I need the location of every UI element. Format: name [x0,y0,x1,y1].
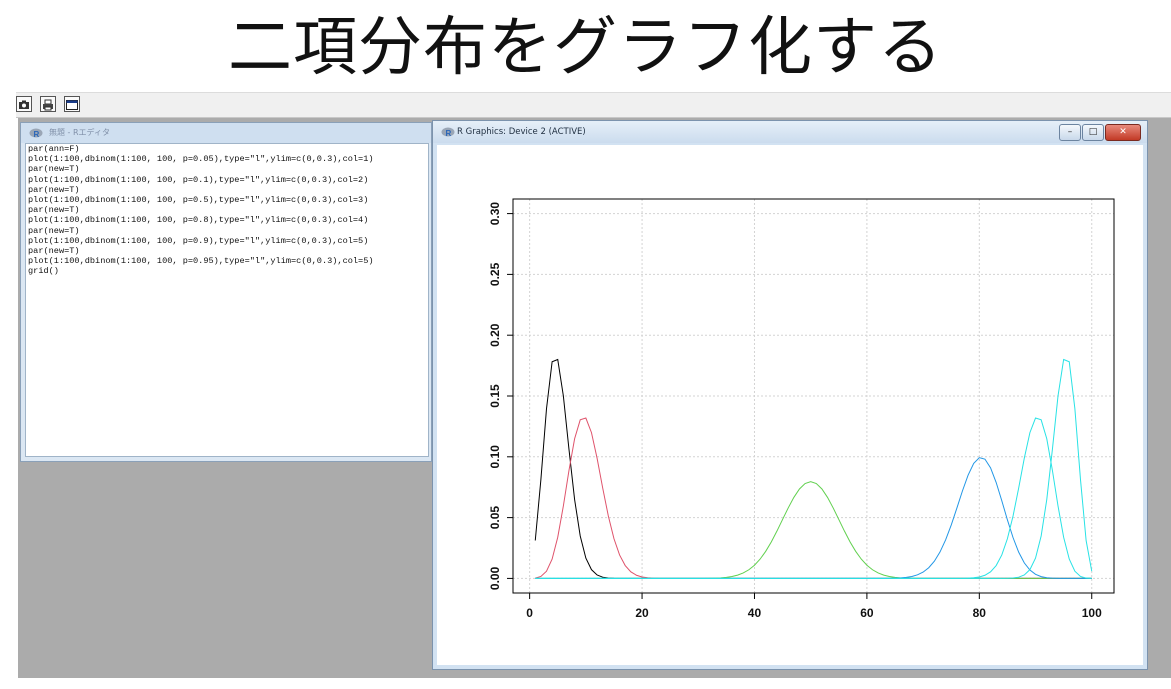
graphics-window[interactable]: R R Graphics: Device 2 (ACTIVE) – □ ✕ 0 20 4… [432,120,1148,670]
x-tick-label: 40 [748,606,762,620]
slide-title: 二項分布をグラフ化する [228,11,943,85]
code-line: par(new=T) [28,205,80,216]
series-line-p0_5 [535,481,1092,579]
svg-text:R: R [34,130,40,139]
window-icon[interactable] [64,96,80,112]
maximize-button[interactable]: □ [1082,124,1104,141]
editor-title: 無題 - Rエディタ [49,128,110,137]
minimize-icon: – [1067,127,1073,137]
x-tick-label: 20 [635,606,649,620]
y-tick-label: 0.25 [488,262,502,286]
graphics-window-title: R Graphics: Device 2 (ACTIVE) [457,127,586,137]
code-line: plot(1:100,dbinom(1:100, 100, p=0.95),ty… [28,256,374,267]
r-logo-icon: R [441,127,455,138]
series-line-p0_05 [534,358,1092,579]
x-tick-label: 0 [526,606,533,620]
x-tick-label: 100 [1082,606,1102,620]
x-tick-label: 80 [973,606,987,620]
close-button[interactable]: ✕ [1105,124,1141,141]
editor-title-bar[interactable]: R 無題 - Rエディタ [21,123,431,143]
printer-icon[interactable] [40,96,56,112]
code-line: grid() [28,266,59,277]
y-tick-label: 0.30 [488,202,502,226]
code-line: plot(1:100,dbinom(1:100, 100, p=0.8),typ… [28,215,369,226]
series-line-p0_1 [535,417,1092,579]
code-line: par(new=T) [28,246,80,257]
code-editor[interactable]: par(ann=F) plot(1:100,dbinom(1:100, 100, … [25,143,429,457]
code-line: par(new=T) [28,184,80,195]
code-line: par(new=T) [28,164,80,175]
svg-text:R: R [446,129,452,138]
y-tick-label: 0.20 [488,323,502,347]
code-line: plot(1:100,dbinom(1:100, 100, p=0.1),typ… [28,174,369,185]
camera-icon[interactable] [16,96,32,112]
y-tick-label: 0.15 [488,384,502,408]
x-tick-label: 60 [860,606,874,620]
series-line-p0_95 [535,358,1093,579]
graphics-title-bar[interactable]: R R Graphics: Device 2 (ACTIVE) – □ ✕ [433,121,1147,143]
toolbar [16,92,1171,118]
code-line: par(new=T) [28,225,80,236]
plot-area: 0 20 40 60 80 100 0.00 0.05 0.10 0.15 0.20 0.25 0.30 [437,145,1143,665]
close-icon: ✕ [1119,127,1127,137]
series-line-p0_9 [535,417,1092,579]
y-tick-label: 0.10 [488,445,502,469]
y-tick-label: 0.05 [488,506,502,530]
code-line: plot(1:100,dbinom(1:100, 100, p=0.9),typ… [28,235,369,246]
y-tick-label: 0.00 [488,566,502,590]
script-editor-window[interactable]: R 無題 - Rエディタ par(ann=F) plot(1:100,dbinom… [20,122,432,462]
code-line: par(ann=F) [28,144,80,154]
minimize-button[interactable]: – [1059,124,1081,141]
binomial-chart: 0 20 40 60 80 100 0.00 0.05 0.10 0.15 0.20 0.25 0.30 [488,198,1115,620]
code-line: plot(1:100,dbinom(1:100, 100, p=0.05),ty… [28,154,374,165]
maximize-icon: □ [1088,127,1098,137]
r-logo-icon: R [29,128,43,139]
code-line: plot(1:100,dbinom(1:100, 100, p=0.5),typ… [28,195,369,206]
